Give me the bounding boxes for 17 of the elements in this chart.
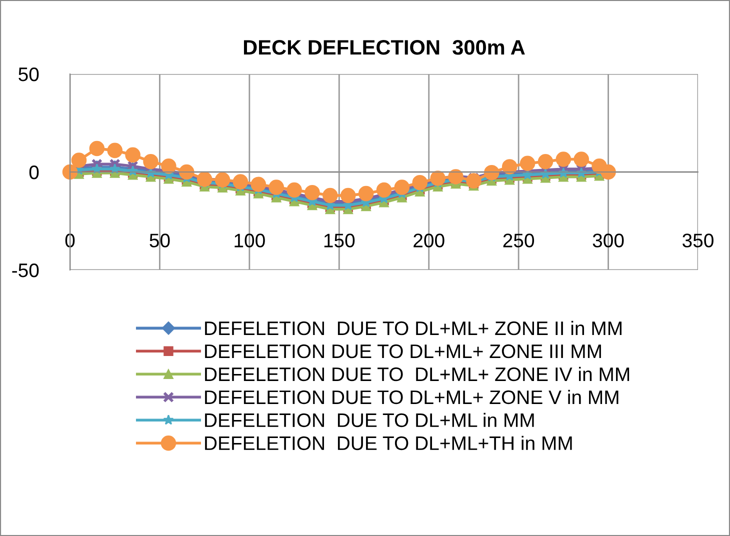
x-tick-label: 150: [324, 234, 355, 248]
x-tick-label: 200: [414, 234, 444, 248]
legend-label: DEFELETION DUE TO DL+ML+ ZONE V in MM: [205, 390, 618, 404]
x-tick-label: 350: [682, 234, 714, 248]
x-tick-label: 100: [234, 234, 265, 248]
y-tick-label: 50: [18, 67, 39, 82]
y-tick-label: -50: [12, 263, 39, 278]
legend-label: DEFELETION DUE TO DL+ML+ ZONE III MM: [205, 344, 601, 358]
legend-label: DEFELETION DUE TO DL+ML+ ZONE II in MM: [205, 320, 622, 336]
x-tick-label: 50: [150, 234, 170, 248]
legend-label: DEFELETION DUE TO DL+ML in MM: [205, 412, 534, 428]
x-tick-label: 250: [503, 234, 534, 248]
y-tick-label: 0: [29, 165, 39, 180]
legend-label: DEFELETION DUE TO DL+ML+TH in MM: [205, 436, 572, 450]
chart-title: DECK DEFLECTION 300m A: [244, 40, 525, 55]
legend-label: DEFELETION DUE TO DL+ML+ ZONE IV in MM: [205, 366, 630, 382]
x-tick-label: 300: [592, 234, 624, 248]
